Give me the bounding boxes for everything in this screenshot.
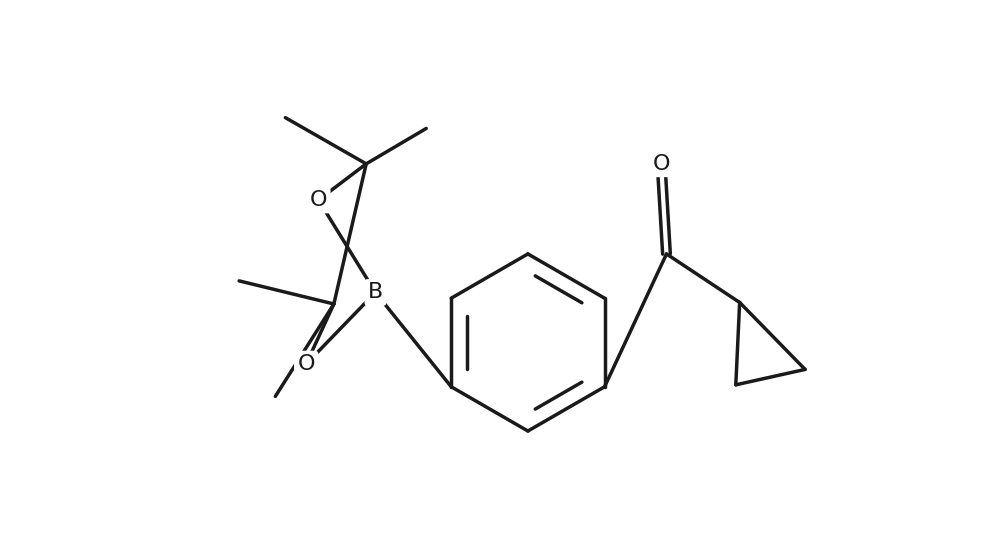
Text: O: O bbox=[297, 354, 315, 374]
Text: O: O bbox=[652, 154, 670, 174]
Text: B: B bbox=[368, 282, 383, 302]
Text: O: O bbox=[310, 190, 327, 210]
